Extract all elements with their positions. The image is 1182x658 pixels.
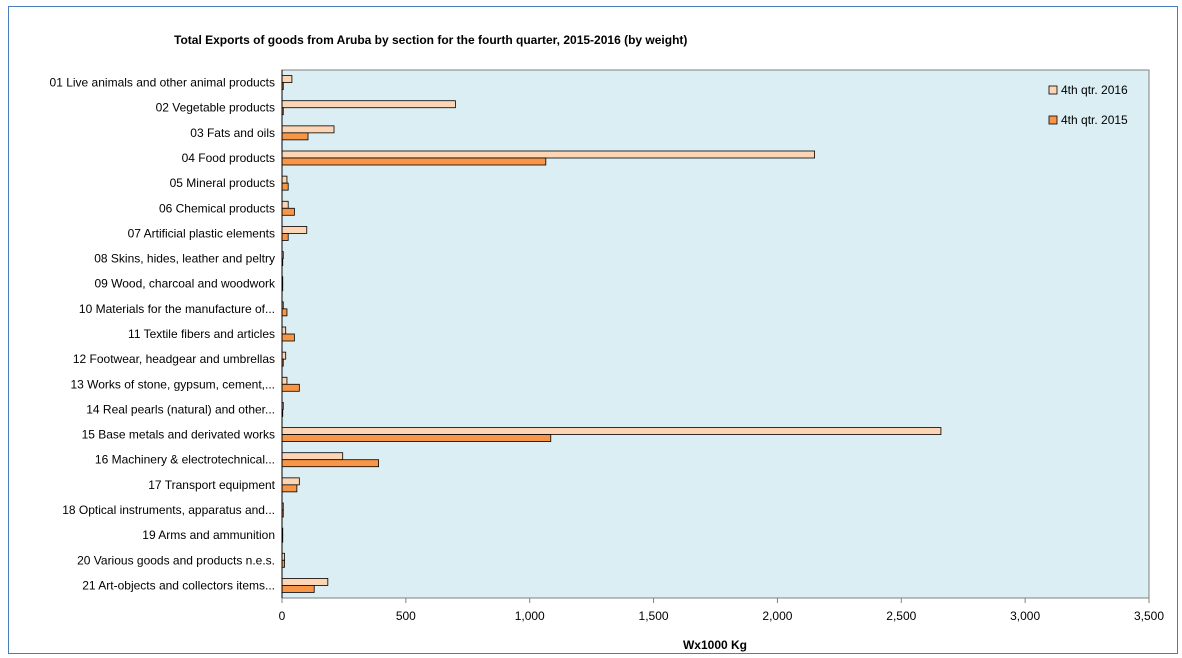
bar-series-2015 [281, 383, 300, 392]
bar-series-2016 [281, 150, 815, 159]
bar-series-2015 [281, 585, 315, 593]
bar-series-2016 [281, 226, 308, 234]
x-tick-label: 2,500 [886, 609, 916, 623]
category-label: 19 Arms and ammunition [142, 528, 275, 542]
legend: 4th qtr. 2016 4th qtr. 2015 [1040, 79, 1139, 139]
x-tick-label: 500 [396, 609, 416, 623]
category-label: 04 Food products [182, 151, 275, 165]
category-label: 16 Machinery & electrotechnical... [95, 453, 275, 467]
bar-series-2015 [281, 333, 295, 342]
bar-series-2016 [281, 75, 293, 83]
legend-label: 4th qtr. 2015 [1061, 113, 1128, 127]
bar-series-2015 [281, 182, 289, 191]
bar-series-2015 [281, 207, 295, 216]
bar-series-2015 [281, 308, 288, 317]
bar-series-2016 [281, 175, 288, 184]
legend-swatch [1048, 85, 1058, 95]
category-label: 12 Footwear, headgear and umbrellas [73, 352, 275, 366]
bar-series-2016 [281, 578, 329, 586]
bar-series-2015 [281, 233, 289, 241]
legend-label: 4th qtr. 2016 [1061, 83, 1128, 97]
bar-series-2015 [281, 459, 380, 468]
category-label: 20 Various goods and products n.e.s. [77, 553, 275, 567]
category-label: 09 Wood, charcoal and woodwork [94, 277, 276, 291]
bar-series-2016 [281, 100, 456, 109]
category-label: 08 Skins, hides, leather and peltry [94, 252, 275, 266]
x-axis-title: Wx1000 Kg [683, 638, 747, 652]
category-label: 06 Chemical products [159, 201, 275, 215]
bar-series-2015 [281, 484, 298, 493]
bar-series-2016 [281, 351, 287, 360]
x-tick-label: 3,500 [1134, 609, 1164, 623]
category-label: 05 Mineral products [170, 176, 275, 190]
category-labels: 01 Live animals and other animal product… [50, 76, 276, 593]
category-label: 07 Artificial plastic elements [128, 226, 275, 240]
x-axis: 0 500 1,000 1,500 2,000 2,500 3,000 3,500 [279, 70, 1164, 623]
bar-series-2015 [281, 434, 552, 442]
x-tick-label: 0 [279, 609, 286, 623]
category-label: 10 Materials for the manufacture of... [79, 302, 275, 316]
bar-series-2015 [281, 132, 309, 141]
bar-chart: Total Exports of goods from Aruba by sec… [50, 33, 1165, 652]
legend-swatch [1048, 115, 1058, 125]
category-label: 13 Works of stone, gypsum, cement,... [70, 377, 275, 391]
category-label: 14 Real pearls (natural) and other... [86, 402, 275, 416]
bar-series-2015 [281, 157, 547, 166]
x-tick-label: 3,000 [1010, 609, 1040, 623]
bar-series-2016 [281, 477, 300, 486]
bar-series-2016 [281, 376, 288, 385]
bar-series-2016 [281, 125, 335, 134]
plot-area [281, 69, 1150, 599]
chart-frame: Total Exports of goods from Aruba by sec… [8, 6, 1178, 654]
category-label: 18 Optical instruments, apparatus and... [62, 503, 275, 517]
chart-title: Total Exports of goods from Aruba by sec… [174, 33, 687, 47]
bars-group [281, 75, 942, 593]
bar-series-2016 [281, 326, 287, 335]
category-label: 11 Textile fibers and articles [128, 327, 275, 341]
category-label: 02 Vegetable products [156, 101, 275, 115]
category-label: 21 Art-objects and collectors items... [82, 578, 275, 592]
x-tick-label: 1,000 [515, 609, 545, 623]
x-tick-label: 1,500 [639, 609, 669, 623]
category-label: 15 Base metals and derivated works [82, 428, 275, 442]
x-tick-label: 2,000 [762, 609, 792, 623]
bar-series-2016 [281, 200, 289, 209]
category-label: 01 Live animals and other animal product… [50, 76, 275, 90]
bar-series-2016 [281, 452, 344, 461]
category-label: 03 Fats and oils [190, 126, 275, 140]
bar-series-2016 [281, 427, 942, 435]
category-label: 17 Transport equipment [148, 478, 275, 492]
